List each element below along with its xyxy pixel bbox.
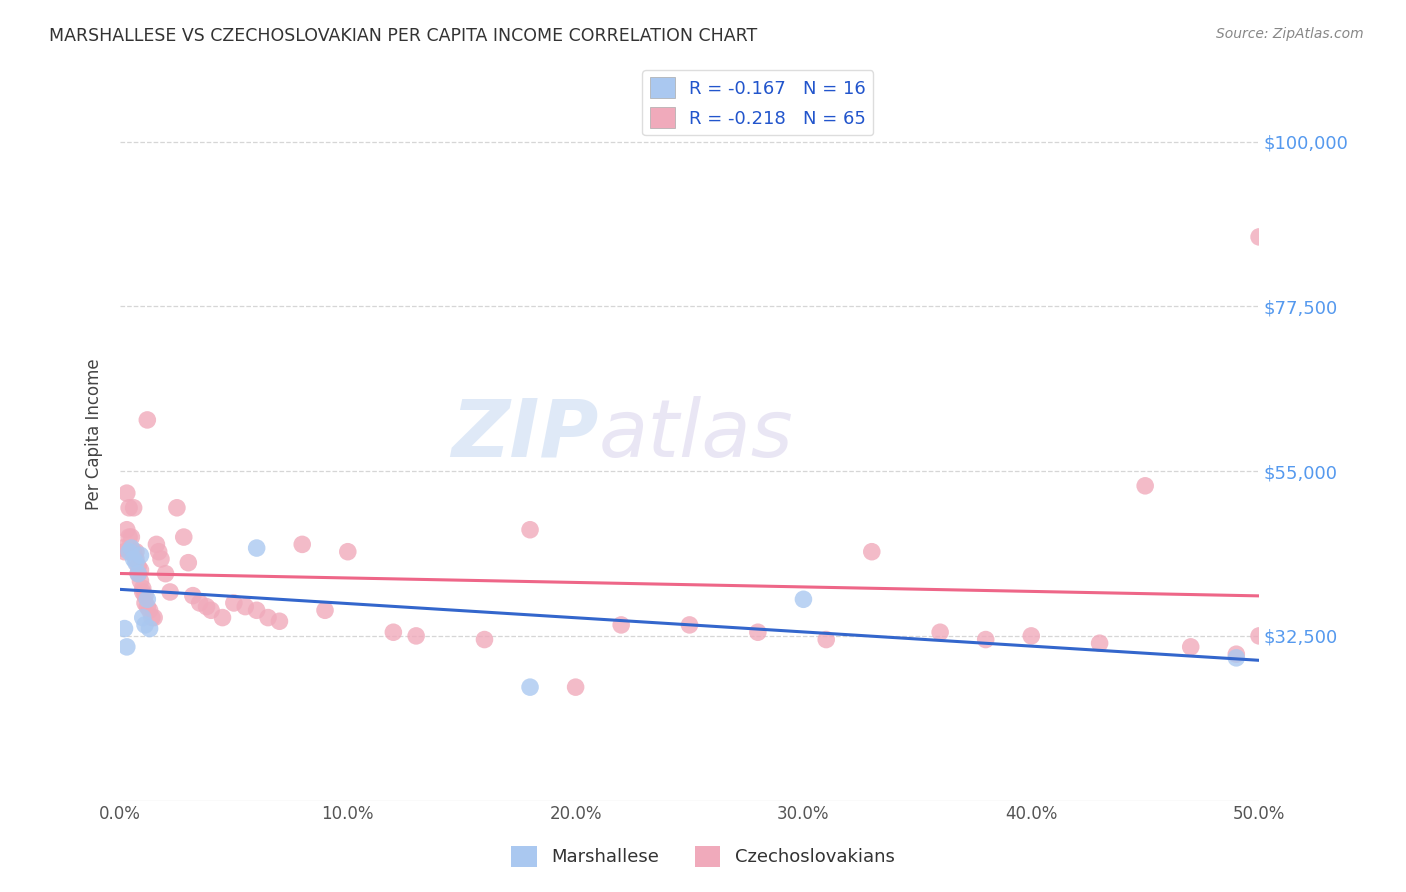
Point <box>1019 629 1042 643</box>
Point <box>148 545 170 559</box>
Legend: R = -0.167   N = 16, R = -0.218   N = 65: R = -0.167 N = 16, R = -0.218 N = 65 <box>643 70 873 136</box>
Point <box>1180 640 1202 654</box>
Point <box>127 559 149 574</box>
Point <box>159 585 181 599</box>
Point <box>120 541 142 555</box>
Text: ZIP: ZIP <box>451 395 599 474</box>
Point <box>145 537 167 551</box>
Point <box>200 603 222 617</box>
Point <box>136 592 159 607</box>
Point <box>132 585 155 599</box>
Point <box>747 625 769 640</box>
Point <box>118 545 141 559</box>
Point <box>114 622 136 636</box>
Point <box>1088 636 1111 650</box>
Point <box>138 622 160 636</box>
Point <box>974 632 997 647</box>
Point <box>519 680 541 694</box>
Point <box>792 592 814 607</box>
Point <box>257 610 280 624</box>
Point <box>118 500 141 515</box>
Legend: Marshallese, Czechoslovakians: Marshallese, Czechoslovakians <box>505 838 901 874</box>
Point <box>136 413 159 427</box>
Point <box>141 610 163 624</box>
Point <box>1225 651 1247 665</box>
Point <box>138 603 160 617</box>
Point <box>120 530 142 544</box>
Point <box>173 530 195 544</box>
Point <box>929 625 952 640</box>
Point <box>474 632 496 647</box>
Point <box>129 563 152 577</box>
Point <box>246 541 269 555</box>
Text: Source: ZipAtlas.com: Source: ZipAtlas.com <box>1216 27 1364 41</box>
Point <box>195 599 218 614</box>
Point <box>114 545 136 559</box>
Point <box>1133 479 1156 493</box>
Point <box>122 500 145 515</box>
Point <box>336 545 359 559</box>
Point <box>564 680 586 694</box>
Point <box>181 589 204 603</box>
Point <box>115 486 138 500</box>
Point <box>111 541 134 555</box>
Point <box>1249 629 1271 643</box>
Point <box>291 537 314 551</box>
Y-axis label: Per Capita Income: Per Capita Income <box>86 359 103 510</box>
Point <box>405 629 427 643</box>
Point <box>127 566 149 581</box>
Point <box>134 618 156 632</box>
Point <box>132 582 155 596</box>
Point <box>382 625 405 640</box>
Point <box>269 614 291 628</box>
Point <box>115 523 138 537</box>
Point <box>132 610 155 624</box>
Point <box>519 523 541 537</box>
Point <box>1225 647 1247 661</box>
Point <box>188 596 211 610</box>
Point <box>678 618 700 632</box>
Point <box>127 566 149 581</box>
Point <box>115 640 138 654</box>
Point <box>222 596 245 610</box>
Point <box>118 530 141 544</box>
Text: atlas: atlas <box>599 395 793 474</box>
Point <box>149 552 172 566</box>
Point <box>134 589 156 603</box>
Point <box>177 556 200 570</box>
Point <box>143 610 166 624</box>
Point <box>233 599 256 614</box>
Point <box>155 566 177 581</box>
Point <box>122 545 145 559</box>
Point <box>120 545 142 559</box>
Point <box>860 545 883 559</box>
Point <box>166 500 188 515</box>
Point <box>136 599 159 614</box>
Point <box>1249 230 1271 244</box>
Point <box>122 552 145 566</box>
Point <box>246 603 269 617</box>
Text: MARSHALLESE VS CZECHOSLOVAKIAN PER CAPITA INCOME CORRELATION CHART: MARSHALLESE VS CZECHOSLOVAKIAN PER CAPIT… <box>49 27 758 45</box>
Point <box>211 610 233 624</box>
Point <box>314 603 336 617</box>
Point <box>610 618 633 632</box>
Point <box>125 552 148 566</box>
Point <box>134 596 156 610</box>
Point <box>125 556 148 570</box>
Point <box>125 545 148 559</box>
Point <box>129 574 152 588</box>
Point <box>129 549 152 563</box>
Point <box>815 632 838 647</box>
